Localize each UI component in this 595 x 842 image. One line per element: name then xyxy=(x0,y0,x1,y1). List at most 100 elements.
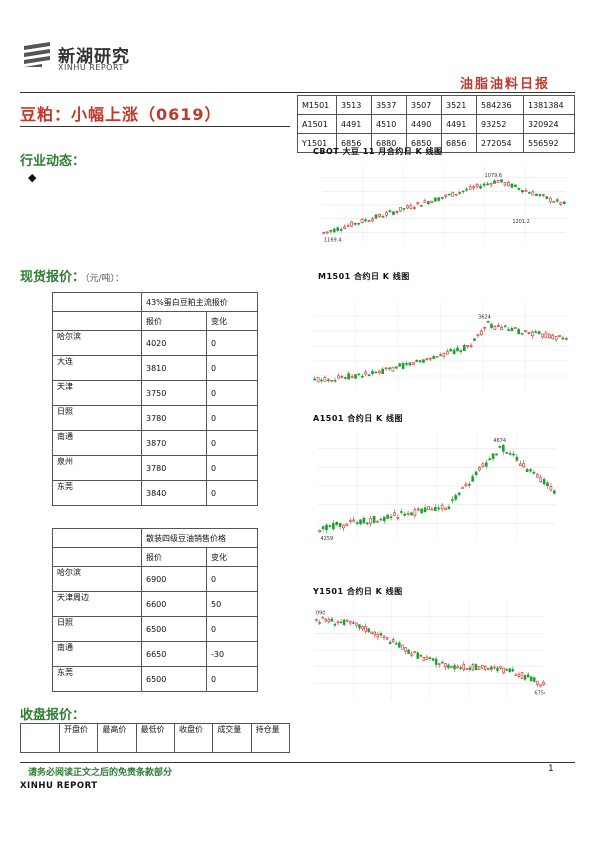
high-price-label: 4674 xyxy=(493,438,506,444)
candle-body xyxy=(535,193,538,196)
candle-body xyxy=(401,644,404,650)
candle-body xyxy=(454,193,458,196)
table-row: 东莞 6500 0 xyxy=(52,666,258,692)
candle-body xyxy=(440,197,444,199)
candle-body xyxy=(434,658,438,665)
table-cell: 272054 xyxy=(476,133,524,153)
candle-body xyxy=(404,647,407,652)
candle-body xyxy=(386,514,390,519)
candle-body xyxy=(385,212,388,216)
candle-body xyxy=(450,499,454,501)
candle-body xyxy=(376,634,380,638)
candle-body xyxy=(373,631,377,636)
candle-body xyxy=(381,216,385,218)
candle-body xyxy=(541,194,545,196)
candle-body xyxy=(466,345,470,347)
candle-body xyxy=(538,194,542,196)
table-cell: A1501 xyxy=(297,114,337,134)
table-row: A1501 4491 4510 4490 4491 93252 320924 xyxy=(297,114,575,134)
candle-body xyxy=(459,667,462,669)
logo-en: XINHU REPORT xyxy=(58,63,124,72)
candle-body xyxy=(331,523,335,530)
candle-body xyxy=(454,495,458,500)
candle-body xyxy=(451,191,455,197)
candle-body xyxy=(535,474,539,478)
disclaimer-note: 请务必阅读正文之后的免责条款部分 xyxy=(28,768,173,778)
candle-body xyxy=(549,486,553,491)
candle-body xyxy=(425,656,429,660)
cbot-kline-chart: 1079.6 1169.4 1201.2 xyxy=(322,164,566,246)
table-header-row: 报价 变化 xyxy=(52,547,258,567)
table-cell xyxy=(20,723,60,753)
candle-body xyxy=(377,370,381,373)
candle-body xyxy=(444,663,447,668)
candle-body xyxy=(491,453,495,459)
candle-body xyxy=(551,335,555,340)
candle-body xyxy=(374,371,378,374)
candle-body xyxy=(369,518,373,524)
table-cell: 4491 xyxy=(441,114,477,134)
city-cell: 哈尔滨 xyxy=(52,330,142,356)
candle-body xyxy=(388,210,392,213)
candle-body xyxy=(529,676,533,682)
candle-body xyxy=(524,330,527,332)
candle-body xyxy=(327,619,331,623)
candle-body xyxy=(413,509,417,516)
table-row: Y1501 6856 6880 6850 6856 272054 556592 xyxy=(297,133,575,153)
candle-body xyxy=(347,373,351,380)
spot-title: 现货报价： xyxy=(20,270,86,285)
candle-body xyxy=(376,520,379,523)
table-row: 东莞 3840 0 xyxy=(52,480,258,506)
quote-table: M1501 3513 3537 3507 3521 584236 1381384 A1501 4… xyxy=(297,95,575,153)
logo-mark-icon xyxy=(24,42,50,67)
candle-body xyxy=(322,232,326,234)
candle-body xyxy=(496,667,499,671)
table-cell: 3513 xyxy=(336,95,372,115)
candle-body xyxy=(474,471,478,475)
candle-body xyxy=(328,525,332,527)
candle-body xyxy=(472,186,475,189)
candle-body xyxy=(333,623,337,626)
candle-body xyxy=(452,349,456,355)
candle-body xyxy=(480,664,484,669)
candle-body xyxy=(456,347,459,352)
candle-body xyxy=(444,194,448,197)
candle-body xyxy=(330,379,334,382)
table-cell: 0 xyxy=(206,455,258,481)
candle-body xyxy=(415,359,419,362)
candle-body xyxy=(354,374,357,379)
city-cell: 哈尔滨 xyxy=(52,566,142,592)
candle-body xyxy=(558,335,561,337)
table-cell: 3870 xyxy=(141,430,207,456)
candle-body xyxy=(500,327,504,330)
candle-body xyxy=(336,621,340,624)
m1501-kline-chart: 3624 xyxy=(313,301,568,391)
column-header: 成交量 xyxy=(212,723,252,753)
table-row: 南通 3870 0 xyxy=(52,430,258,456)
candle-body xyxy=(468,186,472,190)
table-cell: 0 xyxy=(206,330,258,356)
candle-body xyxy=(398,363,402,367)
candle-body xyxy=(388,641,392,645)
candle-body xyxy=(539,684,542,687)
candle-body xyxy=(442,352,446,357)
candle-body xyxy=(534,331,538,333)
candle-body xyxy=(547,333,551,339)
candle-body xyxy=(490,323,493,328)
bullet-icon: ◆ xyxy=(28,171,37,184)
table-cell: 0 xyxy=(206,380,258,406)
chart-title-a1501: A1501 合约日 K 线图 xyxy=(313,414,404,423)
table-cell: 4490 xyxy=(406,114,442,134)
city-cell: 东莞 xyxy=(52,480,142,506)
candle-body xyxy=(423,507,427,513)
candle-body xyxy=(520,672,524,679)
candle-body xyxy=(512,453,515,456)
candle-body xyxy=(554,336,558,340)
candle-body xyxy=(411,362,415,365)
candle-body xyxy=(326,379,330,381)
candle-body xyxy=(345,619,349,622)
candle-body xyxy=(493,326,497,330)
candle-body xyxy=(447,193,451,196)
candle-body xyxy=(371,371,374,374)
table-cell: 6900 xyxy=(141,566,207,592)
